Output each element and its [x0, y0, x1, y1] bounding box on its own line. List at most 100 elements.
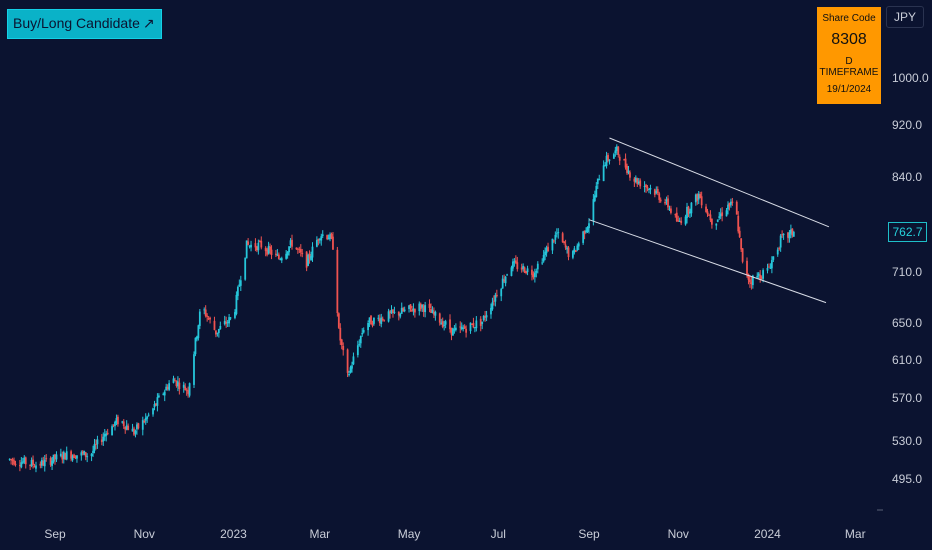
candle-up	[443, 324, 446, 326]
candle-down	[39, 463, 42, 466]
candle-up	[596, 178, 599, 185]
candle-up	[788, 232, 791, 239]
candle-up	[286, 251, 289, 256]
candle-down	[710, 218, 713, 225]
candle-down	[567, 247, 570, 258]
candle-up	[506, 274, 508, 276]
x-tick-label: 2024	[754, 527, 781, 541]
candle-up	[500, 288, 503, 297]
candle-up	[136, 424, 138, 430]
candle-up	[329, 234, 331, 239]
candle-up	[637, 181, 640, 184]
candle-up	[182, 384, 185, 388]
candle-down	[10, 459, 13, 461]
candle-down	[215, 330, 217, 335]
candle-down	[624, 158, 627, 168]
candle-up	[92, 450, 94, 454]
candle-up	[595, 185, 598, 198]
candle-up	[65, 451, 68, 460]
candle-down	[61, 455, 64, 460]
candle-up	[267, 246, 270, 254]
candle-down	[787, 232, 789, 238]
candle-down	[133, 428, 135, 435]
candle-down	[759, 274, 762, 280]
candle-up	[250, 244, 252, 248]
candle-down	[721, 212, 724, 216]
candle-up	[608, 159, 611, 161]
candle-down	[54, 454, 56, 460]
candle-down	[659, 199, 662, 202]
candle-down	[73, 454, 75, 458]
candle-down	[441, 321, 444, 327]
y-axis: 1000.0 920.0 840.0 710.0 650.0 610.0 570.0 530.…	[892, 71, 929, 486]
candle-up	[513, 261, 516, 263]
candle-up	[356, 345, 359, 356]
currency-button[interactable]: JPY	[886, 6, 924, 28]
candle-up	[188, 383, 191, 396]
candle-up	[311, 246, 314, 258]
candle-down	[737, 215, 740, 232]
candle-down	[397, 311, 400, 316]
candle-up	[593, 195, 596, 201]
share-info-box: Share Code 8308 D TIMEFRAME 19/1/2024	[817, 7, 881, 104]
candle-down	[155, 403, 157, 406]
x-tick-label: Mar	[845, 527, 866, 541]
candle-down	[667, 198, 669, 208]
candle-up	[473, 327, 476, 329]
candle-up	[769, 267, 772, 269]
candle-down	[299, 249, 302, 253]
candle-down	[264, 247, 267, 252]
candle-down	[709, 214, 712, 221]
candle-up	[238, 284, 241, 287]
candle-down	[607, 154, 609, 161]
candle-up	[76, 455, 78, 459]
candle-up	[245, 240, 248, 259]
candle-up	[727, 204, 729, 210]
candle-up	[147, 414, 150, 416]
candle-up	[490, 307, 492, 315]
candle-down	[301, 252, 304, 254]
candle-down	[100, 439, 103, 443]
x-tick-label: May	[398, 527, 421, 541]
candle-down	[112, 424, 115, 426]
candle-down	[184, 386, 187, 391]
x-axis: Sep Nov 2023 Mar May Jul Sep Nov 2024 Mar	[44, 509, 883, 541]
candle-up	[772, 256, 775, 260]
candle-up	[194, 337, 197, 355]
candle-up	[125, 425, 128, 430]
candle-up	[690, 202, 693, 214]
candle-up	[35, 465, 37, 469]
candle-down	[339, 327, 342, 341]
candle-down	[13, 460, 15, 465]
last-price-badge: 762.7	[888, 222, 927, 242]
candle-down	[520, 267, 523, 270]
channel-lines	[588, 137, 830, 304]
candle-up	[554, 234, 557, 240]
candle-up	[239, 280, 242, 286]
candle-up	[115, 418, 118, 423]
candle-up	[288, 246, 290, 253]
candle-down	[419, 303, 422, 310]
candle-up	[198, 311, 201, 326]
candle-down	[574, 250, 577, 252]
candle-up	[168, 383, 171, 390]
candle-down	[266, 249, 269, 255]
candle-up	[141, 420, 144, 430]
candle-up	[424, 305, 427, 313]
candle-up	[40, 460, 43, 466]
candle-up	[715, 223, 718, 226]
candle-up	[43, 459, 46, 467]
candle-down	[639, 180, 642, 187]
candle-up	[544, 251, 547, 256]
candle-down	[64, 453, 67, 460]
candle-down	[346, 349, 349, 373]
candle-up	[440, 322, 443, 325]
candle-up	[573, 248, 576, 253]
candle-down	[656, 189, 659, 194]
candle-down	[269, 246, 271, 250]
chart-date: 19/1/2024	[826, 84, 872, 95]
candle-up	[684, 216, 687, 225]
candle-up	[689, 211, 691, 214]
candle-up	[217, 328, 220, 333]
